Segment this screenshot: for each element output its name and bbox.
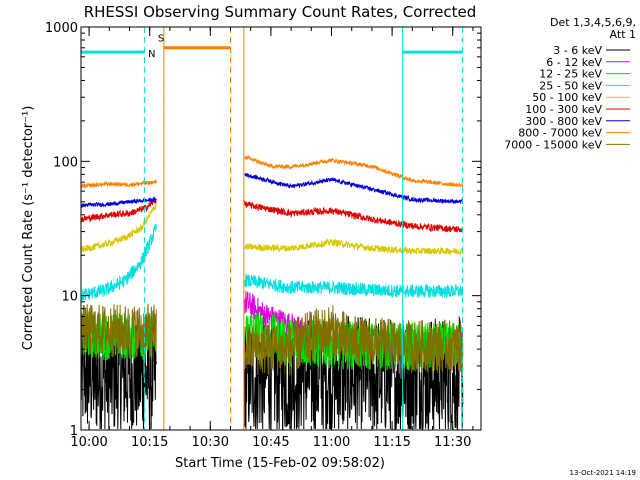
x-axis-label: Start Time (15-Feb-02 09:58:02) bbox=[175, 456, 385, 471]
y-tick-label: 10 bbox=[61, 290, 78, 305]
series-800-7000-kev-trace-2 bbox=[244, 154, 464, 188]
series-50-100-kev-trace-1 bbox=[80, 202, 157, 253]
x-tick-label: 11:15 bbox=[373, 435, 410, 450]
chart-title: RHESSI Observing Summary Count Rates, Co… bbox=[84, 3, 477, 21]
series-25-50-kev-trace-2 bbox=[244, 274, 464, 299]
series-300-800-kev-trace-2 bbox=[244, 172, 464, 205]
legend-label: 800 - 7000 keV bbox=[518, 127, 602, 140]
series-800-7000-kev-trace-1 bbox=[80, 179, 157, 189]
legend-label: 12 - 25 keV bbox=[539, 68, 602, 81]
x-tick-label: 11:00 bbox=[313, 435, 350, 450]
x-tick-label: 11:30 bbox=[434, 435, 471, 450]
series-100-300-kev-trace-2 bbox=[244, 200, 464, 233]
series-50-100-kev-trace-2 bbox=[244, 237, 464, 256]
y-tick-label: 1000 bbox=[45, 21, 78, 36]
marker-s: S bbox=[158, 33, 164, 44]
legend-label: 300 - 800 keV bbox=[525, 115, 602, 128]
plot-frame bbox=[80, 26, 482, 431]
series-100-300-kev-trace-1 bbox=[80, 199, 157, 223]
legend-label: 3 - 6 keV bbox=[553, 44, 602, 57]
x-tick-label: 10:30 bbox=[192, 435, 229, 450]
marker-n: N bbox=[148, 49, 155, 60]
series-7000-15000-kev-trace-2 bbox=[244, 305, 464, 376]
y-tick-label: 1 bbox=[70, 424, 78, 439]
x-tick-label: 10:00 bbox=[70, 435, 107, 450]
series-300-800-kev-trace-1 bbox=[80, 196, 157, 209]
axes: 1 10 100 1000 10:00 10:15 10:30 10:45 11:00 11:15… bbox=[45, 21, 482, 450]
legend-label: 6 - 12 keV bbox=[546, 56, 602, 69]
series-25-50-kev-trace-1 bbox=[80, 224, 157, 301]
legend-label: 50 - 100 keV bbox=[532, 91, 602, 104]
legend-label: 25 - 50 keV bbox=[539, 79, 602, 92]
legend-label: 100 - 300 keV bbox=[525, 103, 602, 116]
footer-timestamp: 13-Oct-2021 14:19 bbox=[570, 469, 636, 477]
plot-area: NS bbox=[80, 27, 464, 430]
y-axis-label: Corrected Count Rate (s⁻¹ detector⁻¹) bbox=[21, 106, 36, 351]
y-tick-label: 100 bbox=[53, 155, 78, 170]
legend-label: 7000 - 15000 keV bbox=[504, 138, 602, 151]
legend-header-line-2: Att 1 bbox=[610, 28, 636, 41]
legend-header-line-1: Det 1,3,4,5,6,9, bbox=[550, 16, 636, 29]
x-tick-label: 10:45 bbox=[252, 435, 289, 450]
series-7000-15000-kev-trace-1 bbox=[80, 303, 157, 358]
x-tick-label: 10:15 bbox=[131, 435, 168, 450]
